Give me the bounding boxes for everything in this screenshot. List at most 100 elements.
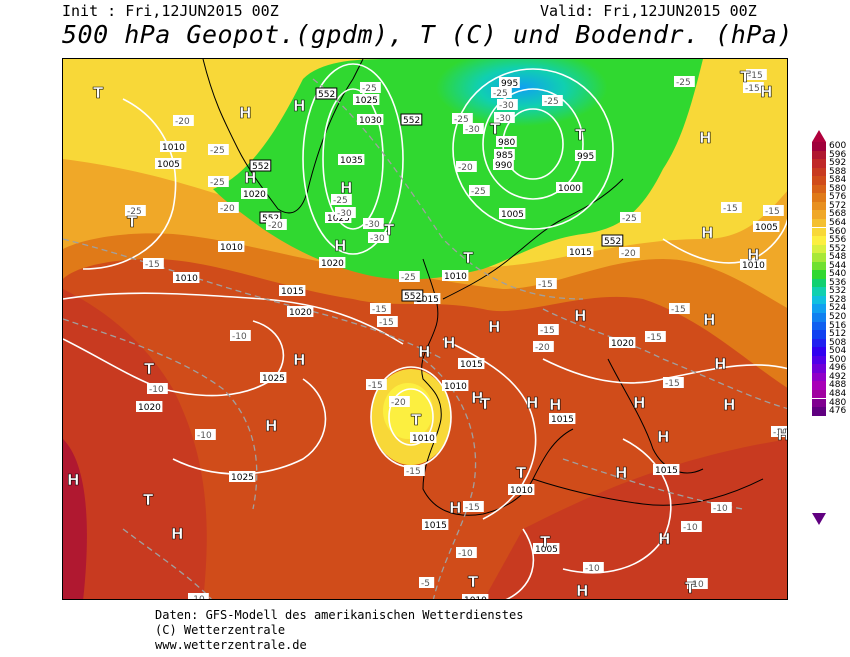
high-pressure-marker: H — [615, 464, 628, 482]
high-pressure-marker: H — [574, 307, 587, 325]
legend-swatch — [812, 167, 826, 177]
isobar-label-box — [442, 270, 469, 281]
isobar-label: 990 — [495, 161, 512, 171]
isobar-label-box — [414, 293, 441, 304]
isobar-label: 1015 — [281, 287, 304, 297]
isobar-label: 1000 — [558, 184, 581, 194]
temperature-label: -25 — [622, 214, 637, 224]
temperature-label: -25 — [454, 115, 469, 125]
temperature-label-box — [360, 82, 381, 93]
legend-swatch — [812, 407, 826, 416]
isobar-label-box — [241, 188, 268, 199]
temperature-label: -20 — [391, 398, 406, 408]
temperature-label: -25 — [676, 78, 691, 88]
temperature-label: -15 — [665, 379, 680, 389]
temperature-label: -20 — [175, 117, 190, 127]
field-588-west — [63, 289, 207, 599]
low-pressure-marker: T — [144, 360, 155, 378]
temperature-label: -15 — [406, 467, 421, 477]
geopotential-label: 552 — [604, 237, 621, 247]
legend-label: 508 — [829, 337, 847, 348]
legend-swatch — [812, 142, 826, 151]
isobar-label: 1030 — [359, 116, 382, 126]
high-pressure-marker: H — [265, 417, 278, 435]
isobar-label: 1015 — [551, 415, 574, 425]
high-pressure-marker: H — [488, 318, 501, 336]
legend-swatch — [812, 159, 826, 168]
temperature-label-box — [687, 578, 708, 589]
high-pressure-marker: H — [747, 246, 760, 264]
legend-label: 568 — [829, 209, 847, 220]
temperature-label: -30 — [370, 234, 385, 244]
temperature-label: -25 — [471, 187, 486, 197]
coastlines — [202, 59, 764, 516]
temperature-label: -5 — [421, 579, 430, 589]
temperature-label: -25 — [127, 207, 142, 217]
temperature-label-box — [771, 426, 787, 437]
high-pressure-marker: H — [67, 471, 80, 489]
high-pressure-marker: H — [239, 104, 252, 122]
legend-label: 576 — [829, 192, 847, 203]
isobar-label-box — [357, 114, 384, 125]
isobar-label-box — [422, 519, 449, 530]
legend-label: 528 — [829, 294, 847, 305]
isobar-label: 995 — [577, 152, 594, 162]
low-pressure-marker: T — [516, 464, 527, 482]
temperature-label: -25 — [401, 273, 416, 283]
isobar-label: 1020 — [243, 190, 266, 200]
high-pressure-marker: H — [244, 169, 257, 187]
low-pressure-marker: T — [575, 126, 586, 144]
temperature-label: -15 — [372, 305, 387, 315]
legend-swatch — [812, 364, 826, 373]
temperature-label-box — [366, 379, 387, 390]
geopotential-label-box — [249, 159, 272, 172]
init-time: Init : Fri,12JUN2015 00Z — [62, 2, 279, 20]
legend-swatch — [812, 381, 826, 390]
isobar-label-box — [287, 306, 314, 317]
isobar-label-box — [338, 154, 365, 165]
footer-source: Daten: GFS-Modell des amerikanischen Wet… — [155, 608, 524, 622]
isobar-label-box — [493, 159, 514, 170]
field-592 — [63, 439, 87, 599]
temperature-label: -15 — [379, 318, 394, 328]
legend-label: 532 — [829, 286, 847, 297]
temperature-label: -30 — [499, 101, 514, 111]
isobar-label-box — [218, 241, 245, 252]
legend-swatch — [812, 176, 826, 185]
legend-label: 548 — [829, 252, 847, 263]
high-pressure-marker: H — [549, 396, 562, 414]
geopotential-label-box — [401, 289, 424, 302]
legend-swatch — [812, 304, 826, 313]
legend-label: 500 — [829, 354, 847, 365]
temperature-label: -15 — [368, 381, 383, 391]
isobar-label-box — [753, 221, 780, 232]
temperature-label-box — [469, 185, 490, 196]
geopotential-label: 552 — [252, 162, 269, 172]
temperature-label: -20 — [458, 163, 473, 173]
temperature-label: -20 — [535, 343, 550, 353]
temperature-label: -25 — [493, 89, 508, 99]
isobar-label-box — [319, 257, 346, 268]
temperature-label-box — [456, 547, 477, 558]
temperature-label: -15 — [723, 204, 738, 214]
legend-swatch — [812, 347, 826, 356]
isobar-label-box — [155, 158, 182, 169]
legend-swatch — [812, 321, 826, 331]
high-pressure-marker: H — [723, 396, 736, 414]
temperature-label-box — [674, 76, 695, 87]
isobar-label: 1025 — [262, 374, 285, 384]
temperature-label: -30 — [496, 114, 511, 124]
legend-label: 540 — [829, 269, 847, 280]
isobars — [63, 63, 787, 599]
isobar-label: 1005 — [157, 160, 180, 170]
isobar-label: 1015 — [460, 360, 483, 370]
legend-label: 512 — [829, 329, 847, 340]
geopotential-label: 552 — [403, 116, 420, 126]
high-pressure-marker: H — [777, 426, 788, 444]
isobar-label: 1020 — [321, 259, 344, 269]
temperature-label-box — [721, 202, 742, 213]
temperature-label-box — [494, 112, 515, 123]
legend-label: 496 — [829, 363, 847, 374]
legend-label: 584 — [829, 175, 847, 186]
temperature-label-box — [195, 429, 216, 440]
